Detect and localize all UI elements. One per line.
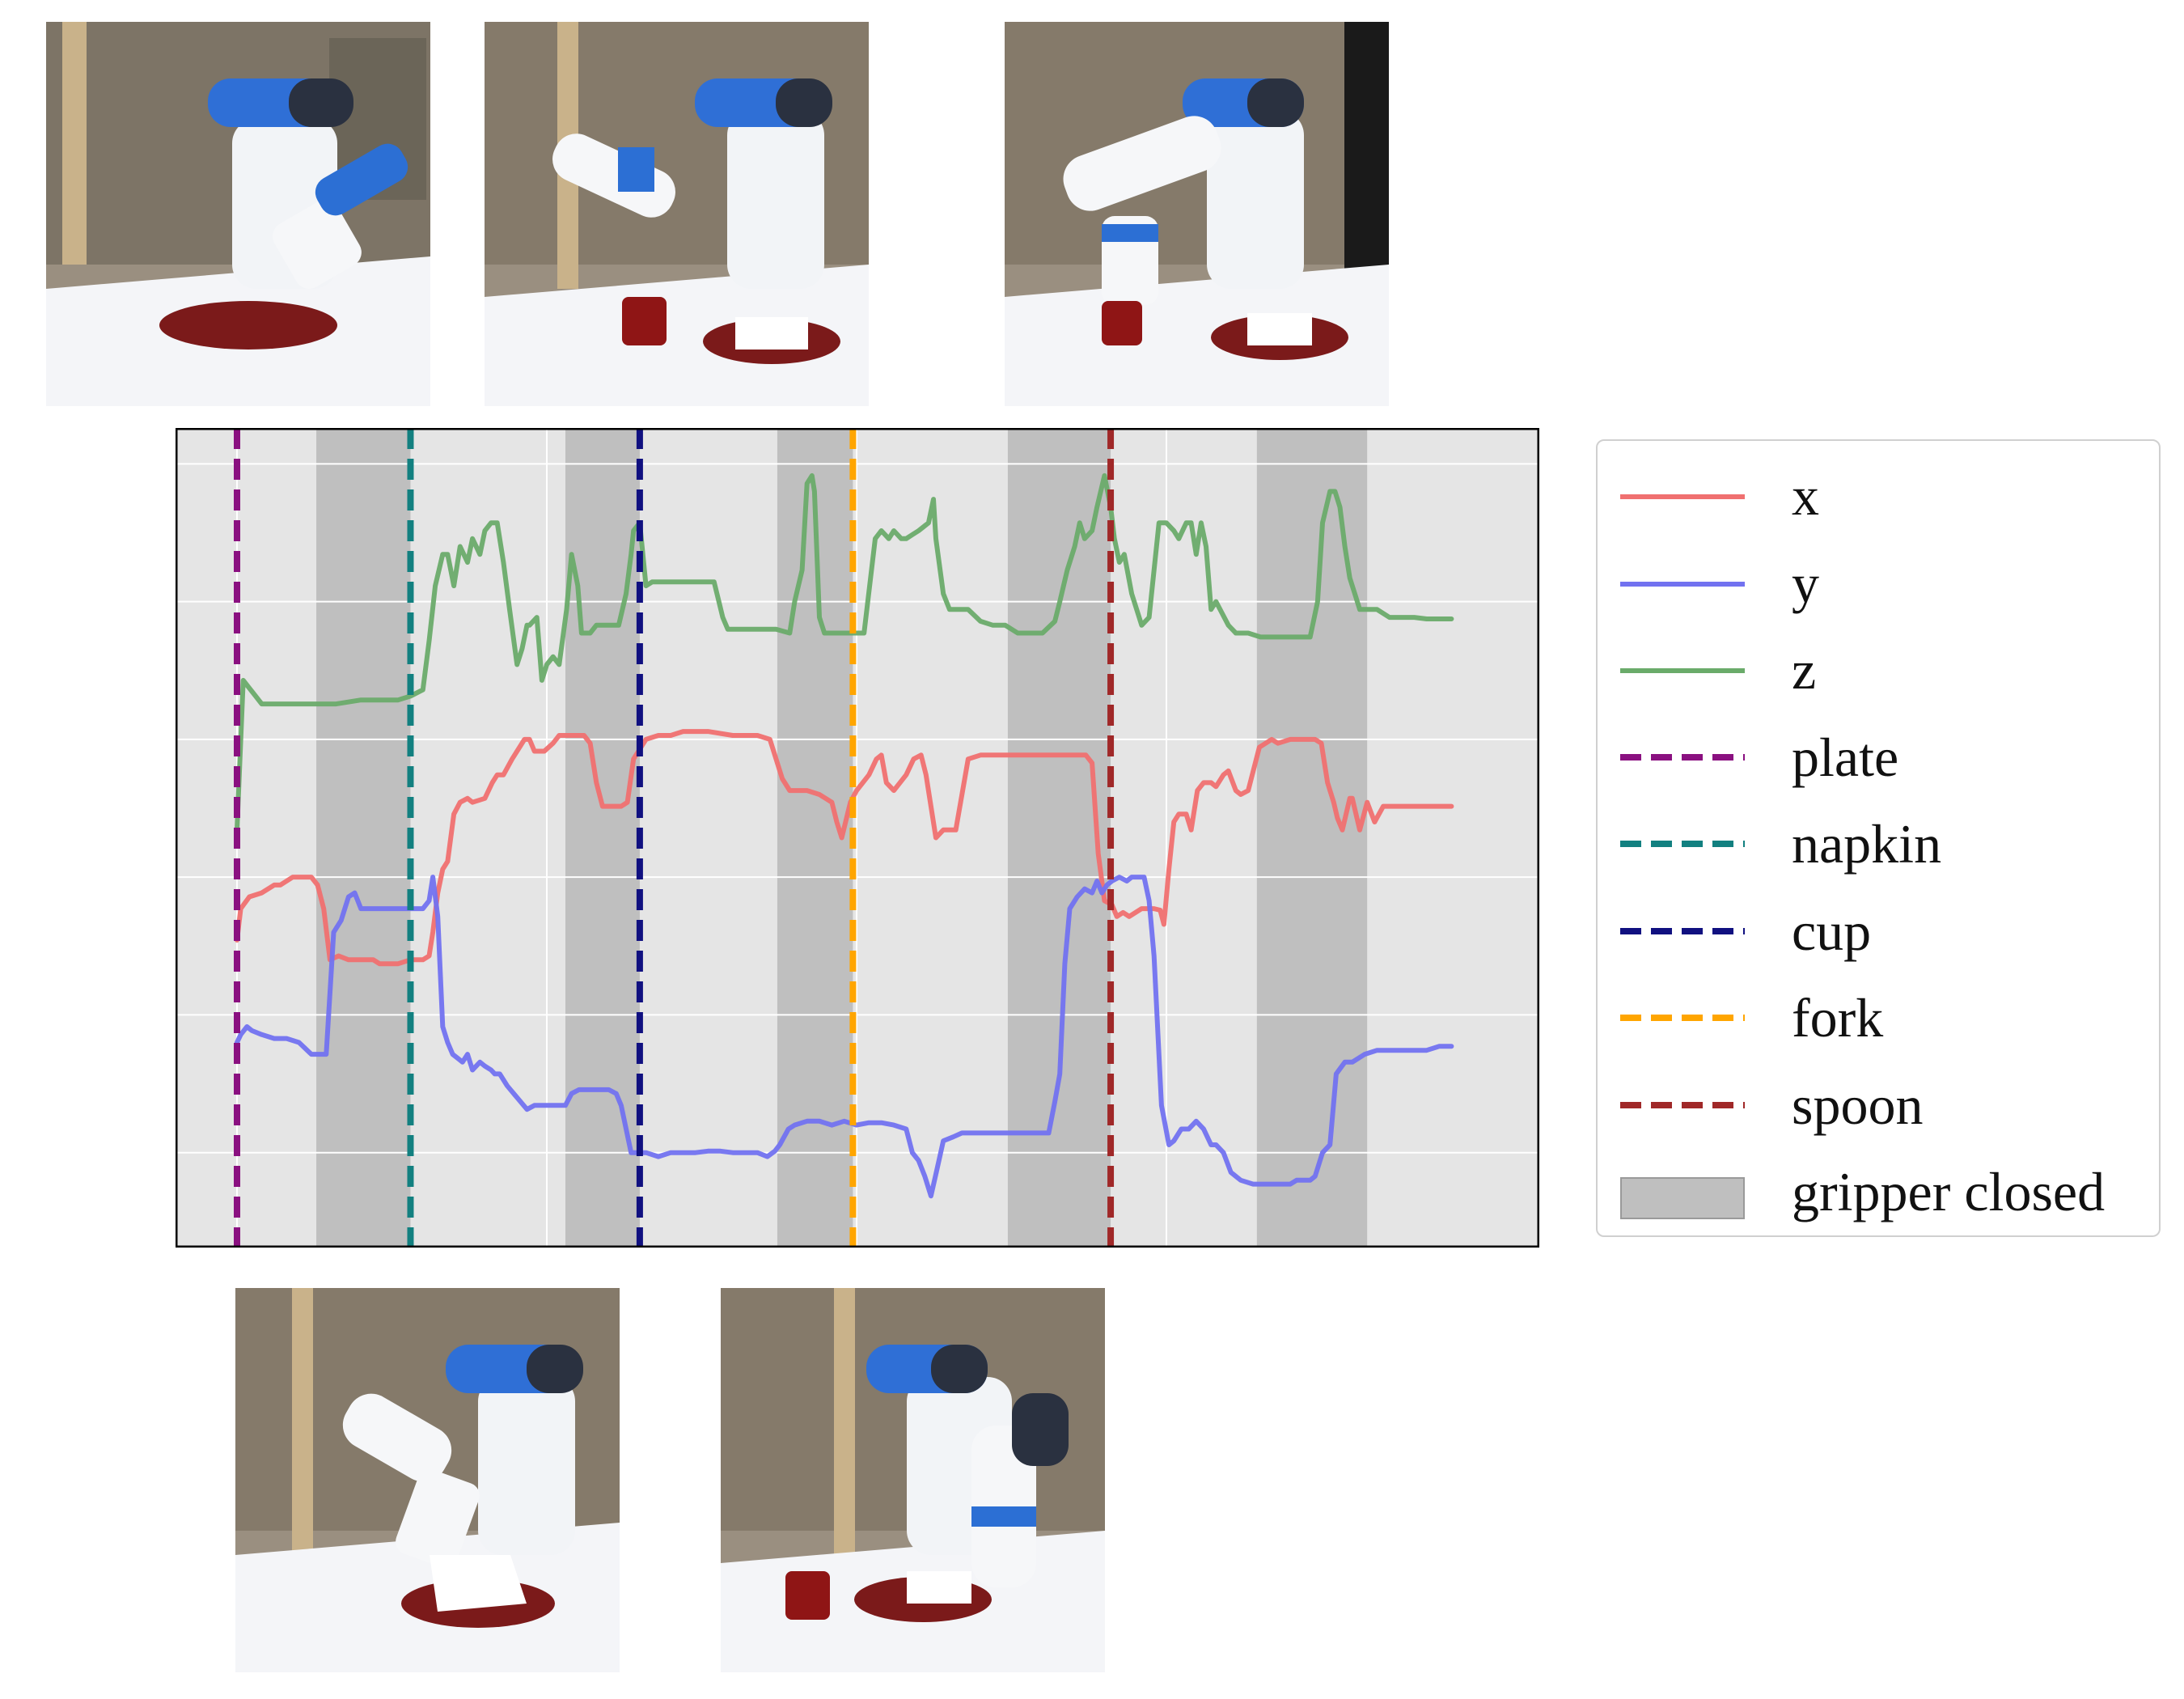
legend-item-plate: plate — [1598, 717, 2159, 798]
plot-frame — [176, 428, 1539, 1248]
legend-item-fork: fork — [1598, 977, 2159, 1058]
photo-napkin — [235, 1288, 620, 1672]
photo-spoon — [1005, 22, 1389, 406]
legend-label-cup: cup — [1792, 900, 1872, 962]
photo-fork — [721, 1288, 1105, 1672]
legend-item-y: y — [1598, 543, 2159, 624]
legend: x y z plate napkin cup fork spoon gripper closed — [1596, 439, 2161, 1237]
legend-label-plate: plate — [1792, 726, 1899, 788]
legend-label-fork: fork — [1792, 987, 1884, 1049]
series-line-z — [235, 472, 1454, 833]
legend-label-spoon: spoon — [1792, 1074, 1924, 1136]
legend-swatch-cup — [1620, 927, 1745, 934]
legend-label-gripper: gripper closed — [1792, 1161, 2106, 1222]
legend-swatch-z — [1620, 668, 1745, 673]
legend-label-z: z — [1792, 639, 1817, 701]
legend-swatch-plate — [1620, 753, 1745, 761]
legend-item-z: z — [1598, 629, 2159, 710]
legend-swatch-y — [1620, 581, 1745, 587]
legend-swatch-fork — [1620, 1015, 1745, 1021]
photo-cup — [485, 22, 869, 406]
gripper-closed-region-4 — [1007, 428, 1111, 1248]
legend-swatch-napkin — [1620, 841, 1745, 847]
gripper-closed-region-2 — [565, 428, 640, 1248]
legend-label-x: x — [1792, 465, 1819, 527]
trajectory-plot — [176, 428, 1539, 1248]
series-line-y — [235, 875, 1454, 1199]
legend-item-x: x — [1598, 455, 2159, 536]
legend-item-gripper: gripper closed — [1598, 1151, 2159, 1232]
legend-swatch-spoon — [1620, 1101, 1745, 1108]
legend-label-napkin: napkin — [1792, 813, 1942, 875]
gripper-closed-region-5 — [1256, 428, 1368, 1248]
series-line-x — [235, 729, 1454, 967]
legend-item-cup: cup — [1598, 891, 2159, 972]
legend-swatch-x — [1620, 494, 1745, 499]
photo-plate — [46, 22, 430, 406]
legend-swatch-gripper — [1620, 1177, 1745, 1219]
legend-label-y: y — [1792, 552, 1819, 614]
legend-item-spoon: spoon — [1598, 1065, 2159, 1146]
gripper-closed-region-1 — [316, 428, 411, 1248]
legend-item-napkin: napkin — [1598, 803, 2159, 884]
